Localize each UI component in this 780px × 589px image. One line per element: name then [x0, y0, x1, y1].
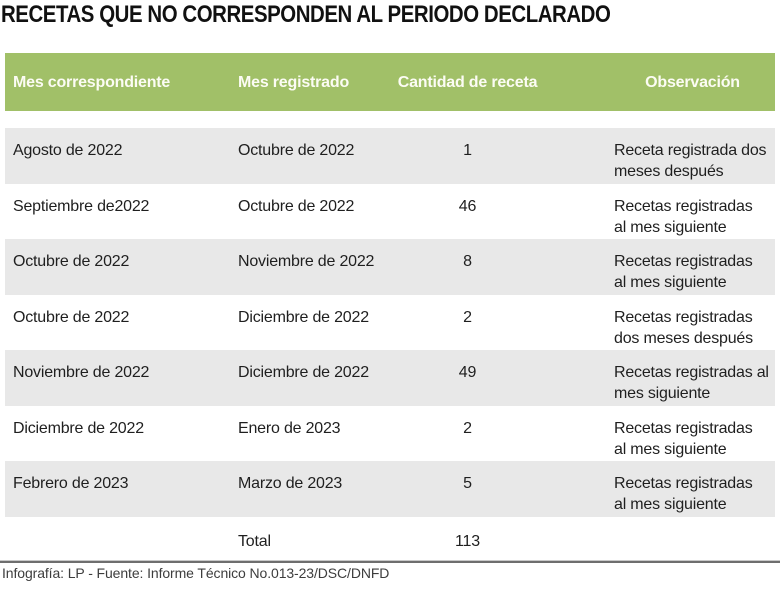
cell-mes-registrado: Enero de 2023 [238, 419, 341, 437]
cell-cantidad: 2 [463, 419, 472, 437]
table-row: Octubre de 2022 Diciembre de 2022 2 Rece… [5, 295, 775, 351]
table-row: Diciembre de 2022 Enero de 2023 2 Receta… [5, 406, 775, 462]
recetas-table: Mes correspondiente Mes registrado Canti… [5, 53, 775, 562]
cell-mes-correspondiente: Septiembre de2022 [13, 197, 150, 215]
cell-observacion: Recetas registradas dos meses después [614, 308, 753, 347]
total-empty-cell [5, 517, 238, 531]
total-row: Total 113 [5, 517, 775, 562]
total-empty-cell [550, 517, 775, 531]
cell-observacion: Recetas registradas al mes siguiente [614, 475, 753, 513]
cell-mes-correspondiente: Agosto de 2022 [13, 142, 123, 159]
cell-cantidad: 5 [463, 475, 472, 492]
page-title: RECETAS QUE NO CORRESPONDEN AL PERIODO D… [1, 1, 611, 28]
cell-mes-correspondiente: Octubre de 2022 [13, 253, 130, 270]
cell-observacion: Recetas registradas al mes siguiente [614, 364, 769, 402]
cell-mes-correspondiente: Febrero de 2023 [13, 475, 129, 492]
cell-mes-registrado: Diciembre de 2022 [238, 364, 369, 381]
header-observacion: Observación [645, 73, 740, 91]
total-label: Total [238, 532, 271, 550]
cell-mes-correspondiente: Noviembre de 2022 [13, 364, 150, 381]
cell-cantidad: 46 [458, 197, 477, 215]
table-row: Septiembre de2022 Octubre de 2022 46 Rec… [5, 184, 775, 240]
cell-cantidad: 1 [463, 142, 472, 159]
header-body-gap [5, 111, 775, 128]
cell-cantidad: 49 [458, 364, 477, 381]
cell-mes-correspondiente: Diciembre de 2022 [13, 419, 144, 437]
table-body: Agosto de 2022 Octubre de 2022 1 Receta … [5, 128, 775, 517]
total-value: 113 [455, 532, 480, 550]
cell-cantidad: 8 [463, 253, 472, 270]
table-header: Mes correspondiente Mes registrado Canti… [5, 53, 775, 111]
header-cantidad-de-receta: Cantidad de receta [397, 73, 538, 91]
table-row: Agosto de 2022 Octubre de 2022 1 Receta … [5, 128, 775, 184]
cell-observacion: Recetas registradas al mes siguiente [614, 253, 753, 291]
cell-mes-registrado: Diciembre de 2022 [238, 308, 369, 326]
cell-observacion: Receta registrada dos meses después [614, 142, 767, 180]
cell-mes-registrado: Octubre de 2022 [238, 197, 355, 215]
cell-mes-registrado: Marzo de 2023 [238, 475, 343, 492]
table-row: Octubre de 2022 Noviembre de 2022 8 Rece… [5, 239, 775, 295]
header-mes-correspondiente: Mes correspondiente [13, 73, 171, 91]
cell-observacion: Recetas registradas al mes siguiente [614, 197, 753, 236]
cell-mes-registrado: Noviembre de 2022 [238, 253, 375, 270]
cell-observacion: Recetas registradas al mes siguiente [614, 419, 753, 458]
cell-mes-correspondiente: Octubre de 2022 [13, 308, 130, 326]
cell-cantidad: 2 [463, 308, 472, 326]
footer-divider [0, 561, 780, 563]
header-mes-registrado: Mes registrado [238, 73, 350, 91]
table-row: Febrero de 2023 Marzo de 2023 5 Recetas … [5, 461, 775, 517]
cell-mes-registrado: Octubre de 2022 [238, 142, 355, 159]
table-row: Noviembre de 2022 Diciembre de 2022 49 R… [5, 350, 775, 406]
footer-credit: Infografía: LP - Fuente: Informe Técnico… [2, 565, 390, 581]
